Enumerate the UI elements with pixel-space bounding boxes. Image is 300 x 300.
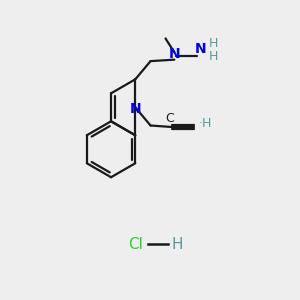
Text: N: N (169, 47, 180, 61)
Text: N: N (130, 102, 141, 116)
Text: Cl: Cl (128, 237, 143, 252)
Text: N: N (195, 42, 207, 56)
Text: C: C (166, 112, 174, 125)
Text: ·H: ·H (199, 117, 212, 130)
Text: H: H (209, 50, 218, 63)
Text: H: H (171, 237, 183, 252)
Text: H: H (209, 37, 218, 50)
